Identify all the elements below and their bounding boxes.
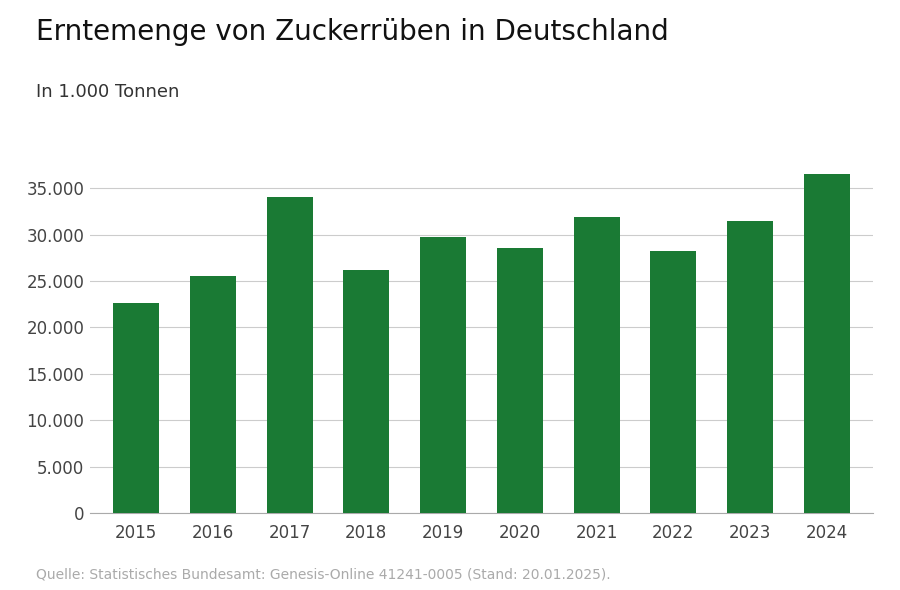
Bar <box>497 248 543 513</box>
Text: In 1.000 Tonnen: In 1.000 Tonnen <box>36 83 179 101</box>
Bar <box>651 251 697 513</box>
Bar <box>573 217 620 513</box>
Bar <box>113 303 159 513</box>
Text: Erntemenge von Zuckerrüben in Deutschland: Erntemenge von Zuckerrüben in Deutschlan… <box>36 18 669 45</box>
Bar <box>266 197 312 513</box>
Bar <box>190 276 236 513</box>
Text: Quelle: Statistisches Bundesamt: Genesis-Online 41241-0005 (Stand: 20.01.2025).: Quelle: Statistisches Bundesamt: Genesis… <box>36 567 610 581</box>
Bar <box>727 221 773 513</box>
Bar <box>420 237 466 513</box>
Bar <box>343 270 390 513</box>
Bar <box>804 174 850 513</box>
